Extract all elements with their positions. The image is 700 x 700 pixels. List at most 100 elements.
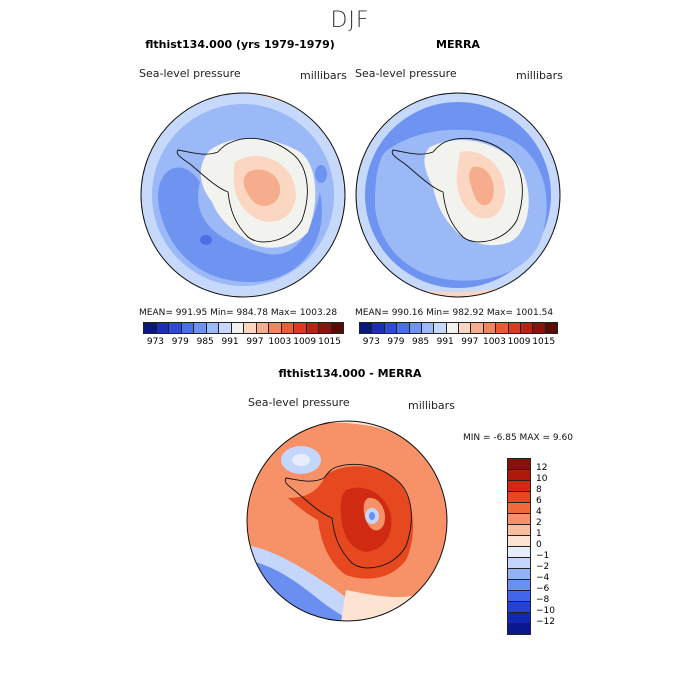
colorbar-tick-label: 997	[246, 337, 264, 347]
colorbar-tick-label: −1	[536, 551, 550, 561]
colorbar-swatch	[181, 323, 194, 333]
polar-map-model	[140, 92, 346, 298]
map-field	[158, 167, 322, 282]
colorbar-swatch	[483, 323, 497, 333]
colorbar-tick-label: 1003	[268, 337, 292, 347]
map-boundary	[246, 420, 448, 622]
colorbar-swatch	[421, 323, 435, 333]
colorbar-tick-label: 1	[536, 529, 542, 539]
colorbar-ticks-difference: 12 10 8 6 4 2 1 0 −1 −2 −4 −6 −8 −10 −12	[536, 458, 576, 634]
map-field	[315, 165, 327, 183]
colorbar-swatch	[459, 323, 472, 333]
colorbar-swatch	[281, 323, 294, 333]
colorbar-tick-label: 2	[536, 518, 542, 528]
colorbar-swatch	[144, 323, 157, 333]
colorbar-swatch	[434, 323, 447, 333]
units-label-merra: millibars	[516, 69, 563, 82]
colorbar-swatch	[397, 323, 410, 333]
stats-merra: MEAN= 990.16 Min= 982.92 Max= 1001.54	[355, 308, 554, 318]
colorbar-tick-label: 1009	[293, 337, 317, 347]
colorbar-swatch	[508, 602, 530, 613]
colorbar-swatch	[294, 323, 307, 333]
colorbar-swatch	[508, 525, 530, 536]
colorbar-tick-label: 6	[536, 496, 542, 506]
stats-model: MEAN= 991.95 Min= 984.78 Max= 1003.28	[139, 308, 338, 318]
colorbar-swatch	[496, 323, 509, 333]
figure-title: DJF	[330, 8, 370, 33]
map-field	[469, 166, 494, 206]
colorbar-tick-label: 1009	[507, 337, 531, 347]
colorbar-tick-label: 10	[536, 474, 548, 484]
panel-title-difference: flthist134.000 - MERRA	[278, 367, 422, 380]
colorbar-swatch	[244, 323, 257, 333]
colorbar-swatch	[508, 591, 530, 602]
colorbar-swatch	[508, 558, 530, 569]
colorbar-model	[143, 322, 344, 334]
units-label-model: millibars	[300, 69, 347, 82]
colorbar-tick-label: 973	[362, 337, 380, 347]
colorbar-swatch	[508, 536, 530, 547]
colorbar-swatch	[508, 503, 530, 514]
panel-title-model: flthist134.000 (yrs 1979-1979)	[145, 38, 335, 51]
colorbar-swatch	[508, 569, 530, 580]
colorbar-swatch	[533, 323, 546, 333]
colorbar-tick-label: 973	[146, 337, 165, 347]
colorbar-swatch	[169, 323, 182, 333]
colorbar-tick-label: −12	[536, 617, 555, 627]
colorbar-difference	[507, 458, 531, 635]
colorbar-swatch	[508, 624, 530, 634]
colorbar-ticks-model: 973 979 985 991 997 1003 1009 1015	[143, 337, 342, 349]
colorbar-swatch	[508, 580, 530, 591]
colorbar-swatch	[545, 323, 557, 333]
coastline	[284, 463, 412, 569]
colorbar-swatch	[256, 323, 269, 333]
map-boundary	[355, 92, 561, 298]
colorbar-tick-label: 4	[536, 507, 542, 517]
polar-map-merra	[355, 92, 561, 298]
colorbar-swatch	[508, 459, 530, 470]
colorbar-swatch	[471, 323, 484, 333]
colorbar-tick-label: 997	[461, 337, 479, 347]
colorbar-tick-label: −4	[536, 573, 550, 583]
colorbar-swatch	[372, 323, 385, 333]
map-field	[292, 454, 310, 466]
coastline	[391, 137, 523, 243]
colorbar-swatch	[194, 323, 207, 333]
colorbar-swatch	[508, 547, 530, 558]
colorbar-tick-label: 979	[387, 337, 405, 347]
colorbar-swatch	[508, 481, 530, 492]
colorbar-swatch	[219, 323, 232, 333]
colorbar-swatch	[319, 323, 332, 333]
colorbar-swatch	[508, 514, 530, 525]
variable-label-merra: Sea-level pressure	[355, 67, 457, 80]
colorbar-merra	[359, 322, 558, 334]
colorbar-tick-label: 1015	[318, 337, 342, 347]
stats-difference: MIN = -6.85 MAX = 9.60	[463, 433, 573, 443]
colorbar-tick-label: 1015	[532, 337, 556, 347]
colorbar-swatch	[508, 323, 521, 333]
colorbar-swatch	[269, 323, 282, 333]
colorbar-tick-label: −6	[536, 584, 550, 594]
colorbar-swatch	[520, 323, 534, 333]
colorbar-swatch	[331, 323, 343, 333]
units-label-difference: millibars	[408, 399, 455, 412]
colorbar-tick-label: 8	[536, 485, 542, 495]
colorbar-swatch	[206, 323, 219, 333]
colorbar-swatch	[508, 492, 530, 503]
colorbar-tick-label: 979	[171, 337, 189, 347]
colorbar-tick-label: 12	[536, 463, 548, 473]
colorbar-tick-label: 1003	[482, 337, 506, 347]
map-boundary	[140, 92, 346, 298]
colorbar-swatch	[156, 323, 169, 333]
colorbar-tick-label: 985	[411, 337, 430, 347]
colorbar-tick-label: 985	[196, 337, 214, 347]
colorbar-swatch	[508, 613, 530, 624]
colorbar-tick-label: −10	[536, 606, 555, 616]
colorbar-swatch	[231, 323, 244, 333]
colorbar-tick-label: −2	[536, 562, 550, 572]
colorbar-swatch	[446, 323, 459, 333]
colorbar-swatch	[306, 323, 319, 333]
colorbar-tick-label: −8	[536, 595, 550, 605]
colorbar-tick-label: 0	[536, 540, 542, 550]
colorbar-swatch	[384, 323, 398, 333]
